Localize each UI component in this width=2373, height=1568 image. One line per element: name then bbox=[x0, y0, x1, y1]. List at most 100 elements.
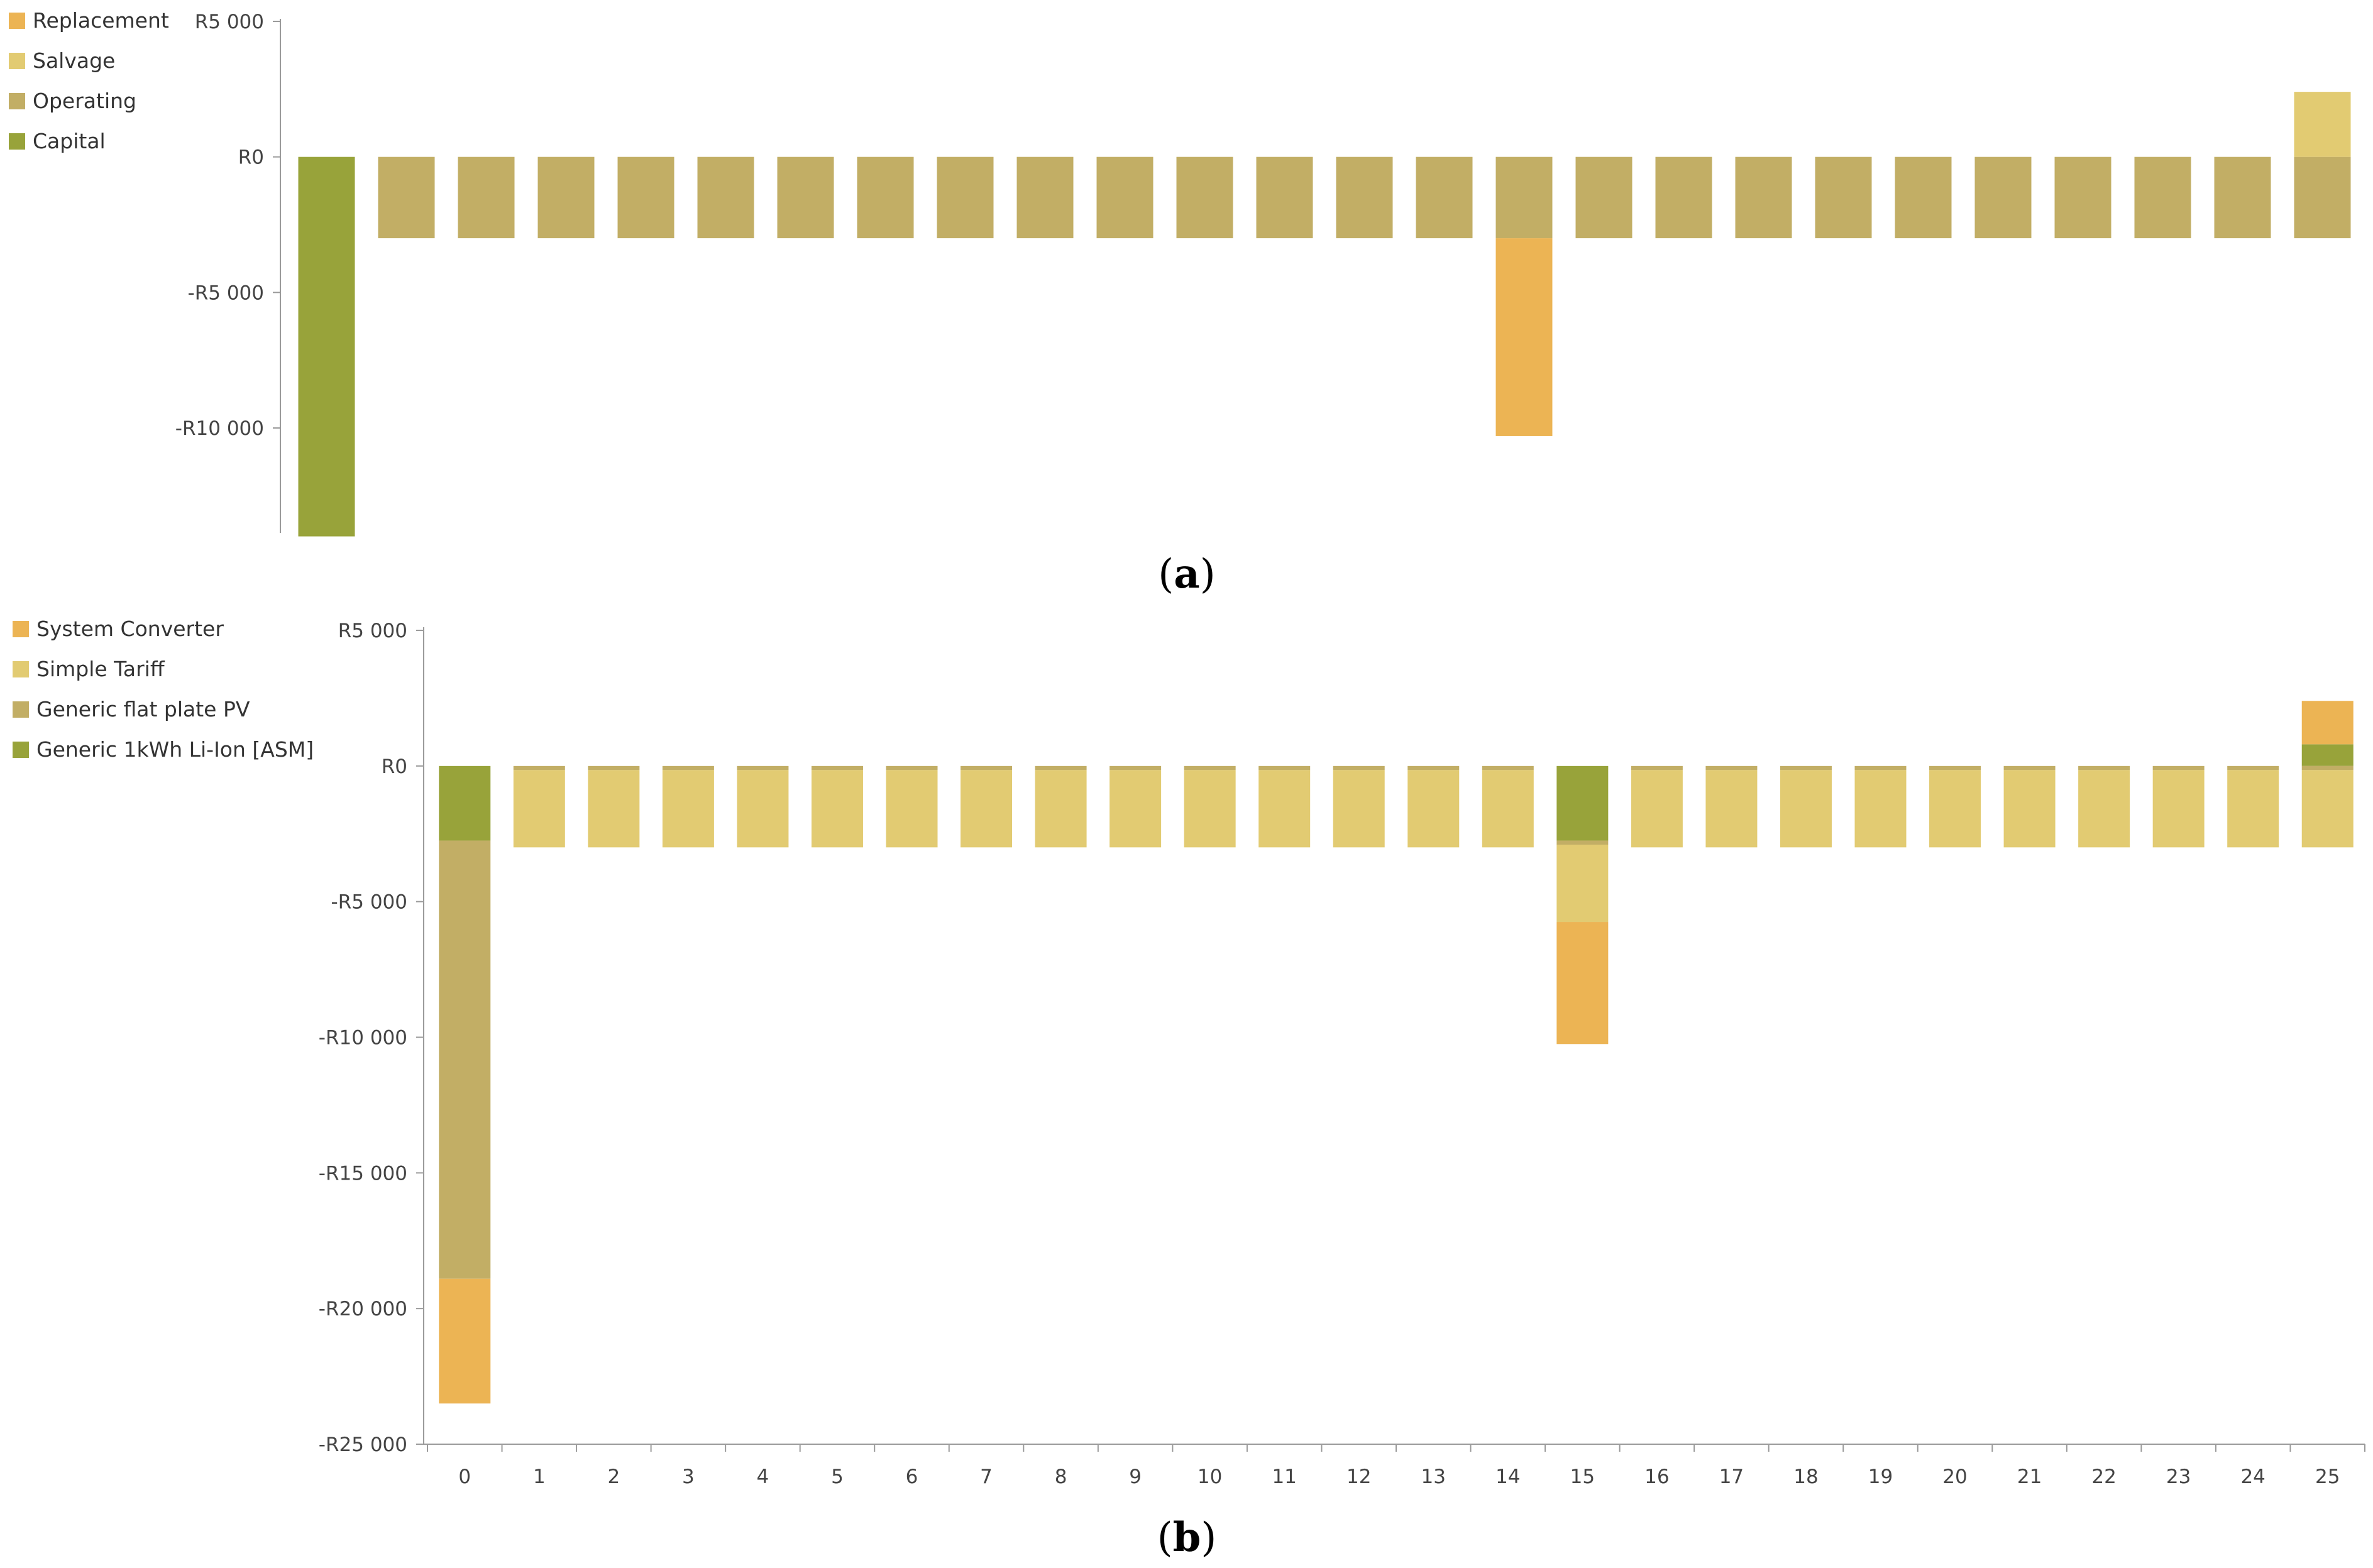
bar-1-generic-flat-plate-pv-10 bbox=[1184, 765, 1236, 770]
bar-1-simple-tariff-15 bbox=[1556, 845, 1609, 923]
x-tick-label-1-0: 0 bbox=[458, 1466, 471, 1488]
bar-1-generic-flat-plate-pv-0 bbox=[439, 840, 491, 1279]
x-tick-label-1-1: 1 bbox=[533, 1466, 546, 1488]
bar-1-system-converter-25 bbox=[2301, 701, 2354, 745]
bar-1-generic-flat-plate-pv-1 bbox=[513, 765, 565, 770]
bar-1-generic-flat-plate-pv-3 bbox=[662, 765, 714, 770]
bar-0-salvage-25 bbox=[2294, 92, 2351, 157]
legend-label-1-0: System Converter bbox=[36, 617, 224, 641]
bar-1-simple-tariff-3 bbox=[662, 770, 714, 848]
bar-1-generic-flat-plate-pv-23 bbox=[2152, 765, 2205, 770]
bar-1-generic-flat-plate-pv-21 bbox=[2003, 765, 2056, 770]
legend-swatch-0-1 bbox=[9, 53, 25, 69]
x-tick-label-1-8: 8 bbox=[1055, 1466, 1067, 1488]
y-tick-label-0-1: R0 bbox=[238, 146, 264, 169]
x-tick-label-1-2: 2 bbox=[607, 1466, 620, 1488]
bar-1-simple-tariff-14 bbox=[1482, 770, 1534, 848]
bar-1-generic-flat-plate-pv-8 bbox=[1035, 765, 1087, 770]
bar-1-generic-1kwh-li-ion-asm--0 bbox=[439, 765, 491, 841]
legend-label-1-2: Generic flat plate PV bbox=[36, 697, 250, 721]
legend-label-0-2: Operating bbox=[33, 89, 136, 113]
bar-1-simple-tariff-10 bbox=[1184, 770, 1236, 848]
legend-swatch-1-3 bbox=[13, 742, 29, 758]
x-tick-label-1-9: 9 bbox=[1129, 1466, 1142, 1488]
bar-0-capital-0 bbox=[298, 156, 355, 537]
x-tick-label-1-5: 5 bbox=[831, 1466, 844, 1488]
y-tick-label-1-5: -R20 000 bbox=[319, 1298, 407, 1320]
y-tick-label-1-0: R5 000 bbox=[338, 620, 407, 642]
bar-1-generic-flat-plate-pv-17 bbox=[1705, 765, 1758, 770]
bar-1-simple-tariff-13 bbox=[1407, 770, 1460, 848]
x-tick-label-1-6: 6 bbox=[906, 1466, 918, 1488]
bar-1-generic-flat-plate-pv-24 bbox=[2227, 765, 2279, 770]
chart-panel-b: System Converter Simple Tariff Generic fla… bbox=[13, 617, 2365, 1488]
x-tick-label-1-4: 4 bbox=[757, 1466, 769, 1488]
x-tick-label-1-12: 12 bbox=[1346, 1466, 1371, 1488]
x-tick-label-1-22: 22 bbox=[2091, 1466, 2116, 1488]
bar-1-generic-flat-plate-pv-13 bbox=[1407, 765, 1460, 770]
bar-1-system-converter-15 bbox=[1556, 922, 1609, 1044]
bar-1-generic-flat-plate-pv-19 bbox=[1854, 765, 1907, 770]
panel-caption-b: (b) bbox=[1157, 1514, 1217, 1561]
legend-swatch-0-0 bbox=[9, 13, 25, 29]
bar-1-simple-tariff-5 bbox=[811, 770, 863, 848]
bar-0-operating-25 bbox=[2294, 156, 2351, 239]
bars-a bbox=[298, 92, 2351, 537]
bar-1-simple-tariff-9 bbox=[1109, 770, 1162, 848]
x-tick-label-1-18: 18 bbox=[1793, 1466, 1818, 1488]
bar-1-simple-tariff-17 bbox=[1705, 770, 1758, 848]
bar-1-generic-flat-plate-pv-2 bbox=[588, 765, 640, 770]
x-tick-label-1-15: 15 bbox=[1570, 1466, 1595, 1488]
legend-label-0-3: Capital bbox=[33, 129, 106, 153]
bar-0-operating-16 bbox=[1575, 156, 1632, 239]
bar-1-generic-flat-plate-pv-6 bbox=[886, 765, 938, 770]
y-tick-label-0-2: -R5 000 bbox=[188, 282, 264, 304]
panel-caption-b-letter: b bbox=[1173, 1514, 1201, 1561]
legend-label-1-3: Generic 1kWh Li-Ion [ASM] bbox=[36, 737, 314, 762]
bar-0-operating-12 bbox=[1256, 156, 1313, 239]
bar-1-generic-flat-plate-pv-14 bbox=[1482, 765, 1534, 770]
bar-0-operating-6 bbox=[777, 156, 834, 239]
y-tick-label-1-1: R0 bbox=[382, 755, 407, 778]
legend-swatch-0-3 bbox=[9, 133, 25, 150]
bar-0-operating-8 bbox=[937, 156, 994, 239]
x-tick-label-1-13: 13 bbox=[1421, 1466, 1446, 1488]
bar-1-simple-tariff-6 bbox=[886, 770, 938, 848]
bar-1-simple-tariff-19 bbox=[1854, 770, 1907, 848]
bar-1-simple-tariff-22 bbox=[2078, 770, 2130, 848]
bar-1-simple-tariff-12 bbox=[1333, 770, 1385, 848]
y-tick-label-0-0: R5 000 bbox=[195, 11, 264, 33]
y-tick-label-1-4: -R15 000 bbox=[319, 1162, 407, 1185]
x-tick-label-1-7: 7 bbox=[980, 1466, 993, 1488]
bar-0-operating-14 bbox=[1416, 156, 1473, 239]
y-tick-label-0-3: -R10 000 bbox=[175, 417, 264, 440]
x-tick-label-1-24: 24 bbox=[2240, 1466, 2265, 1488]
bar-1-system-converter-0 bbox=[439, 1278, 491, 1404]
y-tick-label-1-6: -R25 000 bbox=[319, 1434, 407, 1456]
bar-0-operating-5 bbox=[697, 156, 754, 239]
bar-0-operating-4 bbox=[617, 156, 674, 239]
legend-swatch-0-2 bbox=[9, 93, 25, 109]
bar-0-operating-23 bbox=[2134, 156, 2191, 239]
bar-0-operating-3 bbox=[537, 156, 595, 239]
bar-1-generic-flat-plate-pv-15 bbox=[1556, 840, 1609, 845]
x-tick-label-1-14: 14 bbox=[1495, 1466, 1520, 1488]
bar-1-simple-tariff-2 bbox=[588, 770, 640, 848]
legend-swatch-1-1 bbox=[13, 661, 29, 677]
bar-0-replacement-15 bbox=[1495, 238, 1553, 436]
bar-1-simple-tariff-18 bbox=[1780, 770, 1832, 848]
x-tick-label-1-20: 20 bbox=[1942, 1466, 1967, 1488]
bar-1-simple-tariff-23 bbox=[2152, 770, 2205, 848]
bar-1-generic-flat-plate-pv-11 bbox=[1258, 765, 1311, 770]
x-tick-label-1-11: 11 bbox=[1272, 1466, 1296, 1488]
chart-panel-a: Replacement Salvage Operating Capital R5 00… bbox=[9, 8, 2351, 537]
bar-1-generic-flat-plate-pv-25 bbox=[2301, 765, 2354, 770]
y-tick-label-1-2: -R5 000 bbox=[331, 891, 407, 914]
legend-label-0-1: Salvage bbox=[33, 48, 115, 73]
bar-0-operating-15 bbox=[1495, 156, 1553, 239]
x-tick-label-1-17: 17 bbox=[1719, 1466, 1744, 1488]
bar-1-generic-flat-plate-pv-9 bbox=[1109, 765, 1162, 770]
bar-1-generic-flat-plate-pv-16 bbox=[1631, 765, 1683, 770]
legend-swatch-1-2 bbox=[13, 701, 29, 718]
